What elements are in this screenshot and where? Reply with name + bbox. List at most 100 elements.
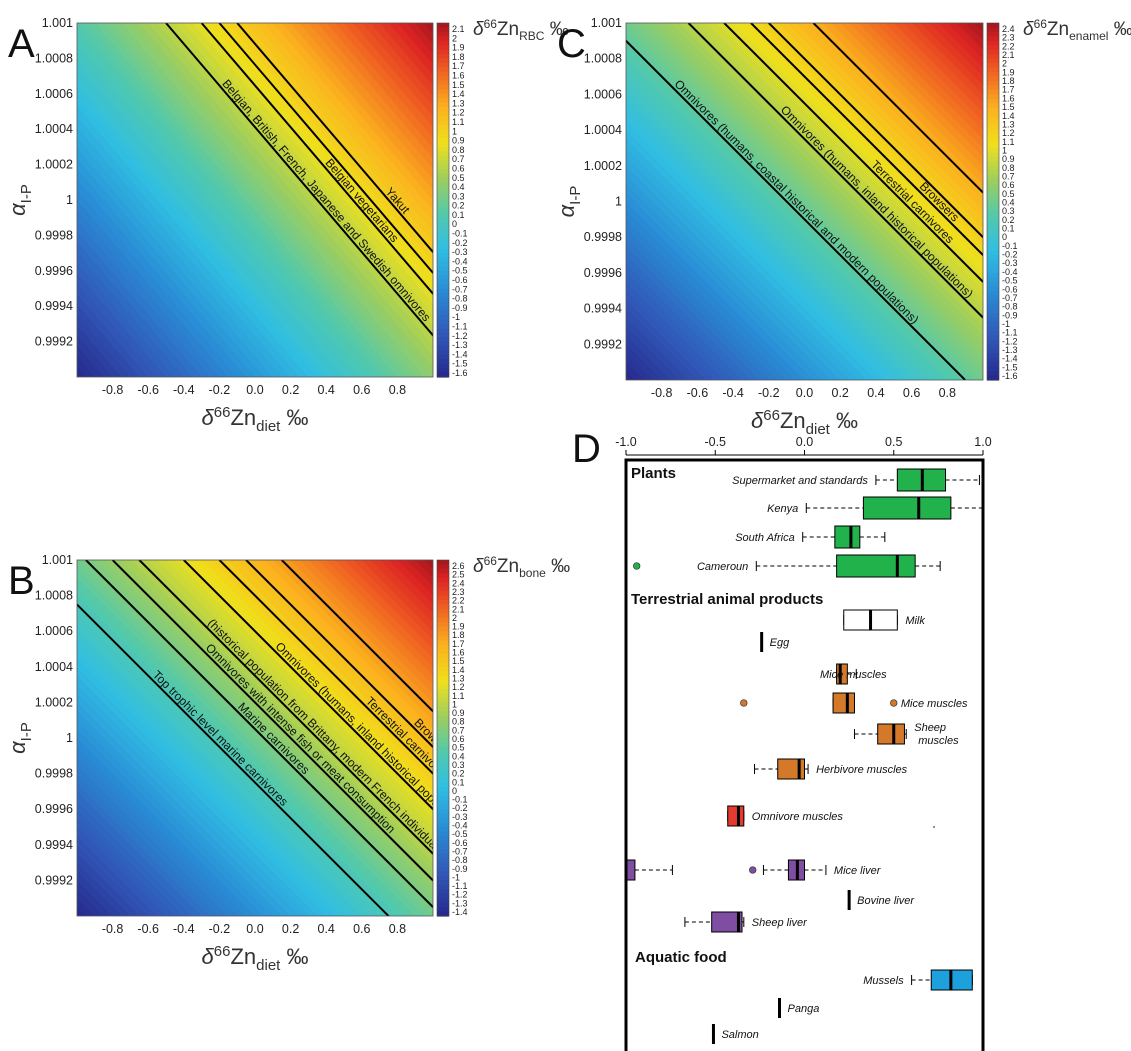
panel-letter: B <box>8 559 35 603</box>
colorbar-segment <box>987 339 999 345</box>
x-axis-label-sup: 66 <box>214 943 231 960</box>
colorbar-tick-label: -0.7 <box>1002 293 1018 303</box>
heatmap-band <box>361 23 433 107</box>
box <box>862 496 952 520</box>
heatmap-band <box>272 23 433 211</box>
heatmap-band <box>929 23 983 77</box>
colorbar-segment <box>437 182 449 188</box>
colorbar-segment <box>437 40 449 46</box>
heatmap-band <box>974 23 983 32</box>
colorbar-tick-label: -1.1 <box>452 881 468 891</box>
colorbar-segment <box>987 174 999 180</box>
colorbar-segment <box>437 591 449 597</box>
colorbar-tick-label: -0.6 <box>452 838 468 848</box>
colorbar-segment <box>437 115 449 121</box>
colorbar-segment <box>437 827 449 833</box>
colorbar-segment <box>437 746 449 752</box>
x-tick-label: 0.2 <box>282 922 299 936</box>
colorbar-tick-label: 2 <box>452 613 457 623</box>
colorbar-segment <box>437 306 449 312</box>
colorbar-tick-label: -1.2 <box>1002 336 1018 346</box>
box-label: Mice liver <box>834 865 882 877</box>
colorbar-segment <box>437 45 449 51</box>
colorbar-tick-label: 1.6 <box>452 648 465 658</box>
colorbar-segment <box>987 286 999 292</box>
colorbar-tick-label: -0.3 <box>452 247 468 257</box>
colorbar-segment <box>437 769 449 775</box>
heatmap-band <box>733 23 983 273</box>
colorbar-segment <box>437 257 449 263</box>
colorbar-segment <box>437 831 449 837</box>
y-tick-label: 0.9998 <box>35 767 73 781</box>
contour-line <box>183 560 433 811</box>
y-axis-label: αI-P <box>554 186 584 218</box>
colorbar-segment <box>437 880 449 886</box>
heatmap-band <box>867 23 983 139</box>
heatmap-band <box>130 560 433 863</box>
colorbar-segment <box>987 299 999 305</box>
colorbar: 2.62.52.42.32.22.121.91.81.71.61.51.41.3… <box>436 554 570 917</box>
box-label: Sheep <box>914 722 946 734</box>
colorbar-segment <box>437 675 449 681</box>
box-row: Mice muscles <box>740 692 968 714</box>
heatmap-band <box>263 560 433 730</box>
colorbar-segment <box>987 76 999 82</box>
colorbar-segment <box>437 310 449 316</box>
colorbar-tick-label: -0.7 <box>452 846 468 856</box>
heatmap-band <box>795 23 983 211</box>
colorbar-segment <box>987 179 999 185</box>
y-tick-label: 0.9996 <box>35 802 73 816</box>
colorbar-segment <box>437 208 449 214</box>
colorbar-segment <box>987 85 999 91</box>
colorbar-segment <box>437 36 449 42</box>
colorbar-tick-label: -1.1 <box>1002 328 1018 338</box>
colorbar-tick-label: -1.6 <box>452 368 468 378</box>
colorbar-segment <box>437 359 449 365</box>
colorbar-tick-label: -1 <box>452 872 460 882</box>
heatmap-band <box>290 23 433 190</box>
colorbar-title-sup: 66 <box>484 554 498 568</box>
x-axis-label-zn: Zn <box>230 944 256 969</box>
heatmap-band <box>379 560 433 614</box>
heatmap-band <box>210 560 433 783</box>
colorbar-title-sub: enamel <box>1069 29 1108 43</box>
colorbar-segment <box>987 205 999 212</box>
box-label: Bovine liver <box>857 895 915 907</box>
colorbar-segment <box>437 702 449 708</box>
colorbar-tick-label: 1 <box>452 126 457 136</box>
colorbar-segment <box>437 893 449 899</box>
colorbar-tick-label: -1.1 <box>452 322 468 332</box>
y-tick-label: 0.9998 <box>35 228 73 242</box>
colorbar-tick-label: 1.7 <box>1002 85 1015 95</box>
heatmap-band <box>406 560 433 587</box>
colorbar-segment <box>437 782 449 788</box>
heatmap-field: Omnivores (humans, coastal historical an… <box>626 23 983 380</box>
colorbar-segment <box>437 773 449 779</box>
box-label: Panga <box>788 1003 820 1015</box>
colorbar-segment <box>437 742 449 748</box>
x-tick-label: 0.0 <box>246 383 263 397</box>
colorbar-tick-label: 0.3 <box>452 760 465 770</box>
x-axis-label-sub: diet <box>256 957 281 974</box>
y-tick-label: 1.001 <box>591 16 622 30</box>
colorbar-tick-label: -0.8 <box>452 294 468 304</box>
x-axis-label-unit: ‰ <box>830 408 858 433</box>
colorbar-tick-label: -0.4 <box>452 821 468 831</box>
colorbar-tick-label: 0.6 <box>452 163 465 173</box>
colorbar-segment <box>987 143 999 149</box>
y-tick-label: 0.9998 <box>584 230 622 244</box>
colorbar-segment <box>437 715 449 721</box>
colorbar-segment <box>987 277 999 283</box>
contour-line <box>111 560 433 882</box>
colorbar-segment <box>437 711 449 717</box>
colorbar-frame <box>436 22 450 378</box>
y-axis-label-sub: I-P <box>18 722 35 741</box>
heatmap-field: Top trophic level marine carnivoresMarin… <box>77 560 433 916</box>
x-tick-label: -0.6 <box>137 922 159 936</box>
y-axis-label-sub: I-P <box>567 186 584 205</box>
heatmap-band <box>77 365 87 377</box>
colorbar-segment <box>437 573 449 579</box>
heatmap-band <box>299 23 433 180</box>
colorbar-segment <box>437 284 449 290</box>
colorbar-segment <box>437 244 449 250</box>
